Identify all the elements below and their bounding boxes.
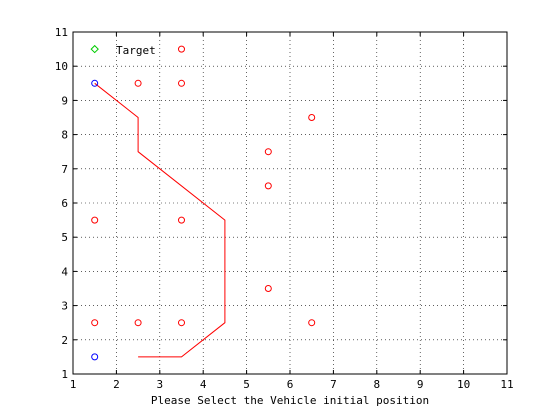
obstacle-marker — [308, 114, 316, 121]
endpoint-marker — [91, 353, 99, 361]
y-tick-label: 7 — [61, 163, 68, 176]
x-tick-label: 10 — [457, 378, 470, 391]
x-tick-label: 2 — [113, 378, 120, 391]
obstacle-marker — [178, 216, 185, 224]
obstacle-marker — [178, 45, 185, 53]
x-tick-label: 6 — [287, 378, 294, 391]
obstacle-marker — [91, 216, 99, 224]
obstacle-marker — [91, 319, 99, 327]
x-tick-label: 3 — [156, 378, 163, 391]
y-tick-label: 3 — [61, 300, 68, 313]
x-tick-label: 1 — [70, 378, 77, 391]
x-tick-label: 8 — [373, 378, 380, 391]
obstacle-markers — [90, 44, 316, 361]
obstacle-marker — [134, 319, 142, 327]
x-axis-label: Please Select the Vehicle initial positi… — [151, 394, 429, 407]
obstacle-marker — [178, 319, 185, 327]
obstacle-marker — [264, 148, 272, 156]
x-tick-label: 4 — [200, 378, 207, 391]
vehicle-path — [94, 82, 226, 358]
endpoint-marker — [91, 79, 99, 87]
legend: Target — [116, 44, 156, 57]
y-tick-label: 4 — [61, 265, 68, 278]
obstacle-marker — [134, 79, 142, 87]
obstacle-marker — [264, 182, 272, 190]
legend-label-target: Target — [116, 44, 156, 57]
obstacle-marker — [264, 285, 272, 292]
grid-lines — [73, 32, 507, 374]
x-tick-label: 7 — [330, 378, 337, 391]
y-tick-label: 11 — [55, 26, 68, 39]
y-tick-label: 10 — [55, 60, 68, 73]
x-tick-label: 11 — [500, 378, 513, 391]
path-line — [94, 82, 226, 358]
y-tick-label: 2 — [61, 334, 68, 347]
obstacle-marker — [308, 319, 316, 327]
y-tick-label: 9 — [61, 94, 68, 107]
x-tick-label: 5 — [243, 378, 250, 391]
y-tick-label: 8 — [61, 129, 68, 142]
y-tick-label: 1 — [61, 368, 68, 381]
x-tick-label: 9 — [417, 378, 424, 391]
y-tick-label: 6 — [61, 197, 68, 210]
obstacle-marker — [178, 79, 185, 87]
y-tick-label: 5 — [61, 231, 68, 244]
target-marker — [90, 44, 99, 54]
